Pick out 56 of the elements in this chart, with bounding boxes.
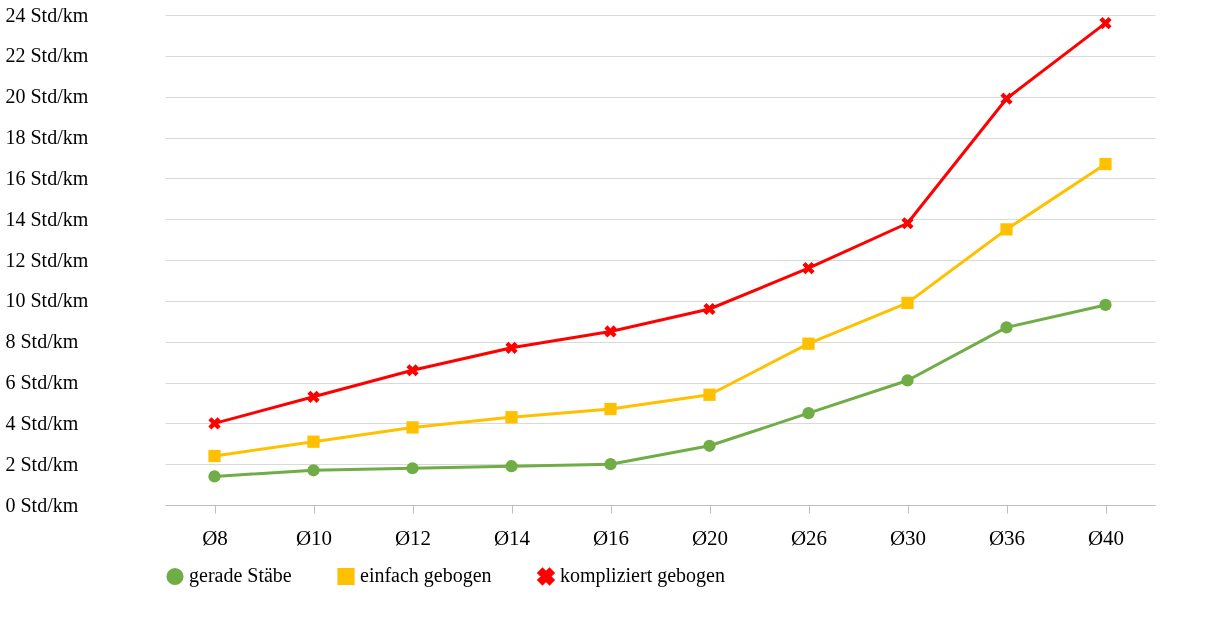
- y-tick-label: 2 Std/km: [5, 452, 79, 475]
- point: [505, 460, 518, 473]
- point: [1099, 17, 1112, 30]
- x-tick-label: Ø8: [202, 525, 228, 550]
- legend-label: gerade Stäbe: [189, 564, 292, 588]
- y-tick-label: 4 Std/km: [5, 411, 79, 434]
- y-tick-label: 22 Std/km: [5, 44, 89, 67]
- y-tick-label: 6 Std/km: [5, 371, 79, 393]
- point: [1099, 298, 1112, 312]
- x-tick-label: Ø12: [394, 525, 432, 550]
- x-tick-label: Ø30: [889, 525, 927, 550]
- y-tick-label: 20 Std/km: [5, 85, 89, 108]
- y-tick-label: 16 Std/km: [5, 166, 89, 189]
- x-tick-label: Ø16: [592, 525, 630, 550]
- point: [406, 364, 419, 377]
- point: [505, 411, 518, 424]
- y-tick-label: 12 Std/km: [5, 248, 89, 271]
- y-tick-label: 10 Std/km: [5, 289, 89, 312]
- point: [604, 325, 617, 338]
- point: [505, 341, 518, 354]
- point: [604, 458, 617, 471]
- x-tick-label: Ø14: [493, 525, 531, 550]
- point: [901, 217, 914, 230]
- legend-label: kompliziert gebogen: [560, 564, 725, 588]
- x-tick-label: Ø26: [790, 525, 828, 550]
- point: [901, 374, 914, 387]
- point: [802, 337, 815, 350]
- legend-label: einfach gebogen: [360, 564, 492, 588]
- point: [1099, 157, 1112, 171]
- point: [208, 449, 221, 463]
- point: [604, 402, 617, 416]
- point: [406, 421, 419, 434]
- x-tick-label: Ø10: [295, 525, 333, 550]
- x-tick-label: Ø20: [691, 525, 729, 550]
- x-tick-label: Ø36: [988, 525, 1026, 550]
- point: [802, 407, 815, 420]
- y-tick-label: 24 Std/km: [5, 3, 89, 26]
- point: [703, 439, 716, 452]
- point: [406, 462, 419, 475]
- point: [307, 390, 320, 403]
- point: [703, 302, 716, 316]
- y-tick-label: 14 Std/km: [5, 207, 89, 230]
- point: [208, 417, 221, 430]
- x-tick-label: Ø40: [1087, 525, 1125, 550]
- y-tick-label: 0 Std/km: [5, 493, 79, 516]
- point: [307, 435, 320, 448]
- point: [208, 470, 221, 483]
- y-tick-label: 18 Std/km: [5, 126, 89, 148]
- point: [307, 464, 320, 477]
- point: [1000, 223, 1013, 236]
- point: [1000, 92, 1013, 105]
- point: [901, 296, 914, 309]
- y-tick-label: 8 Std/km: [5, 330, 79, 353]
- point: [703, 388, 716, 401]
- point: [1000, 321, 1013, 334]
- point: [802, 262, 815, 275]
